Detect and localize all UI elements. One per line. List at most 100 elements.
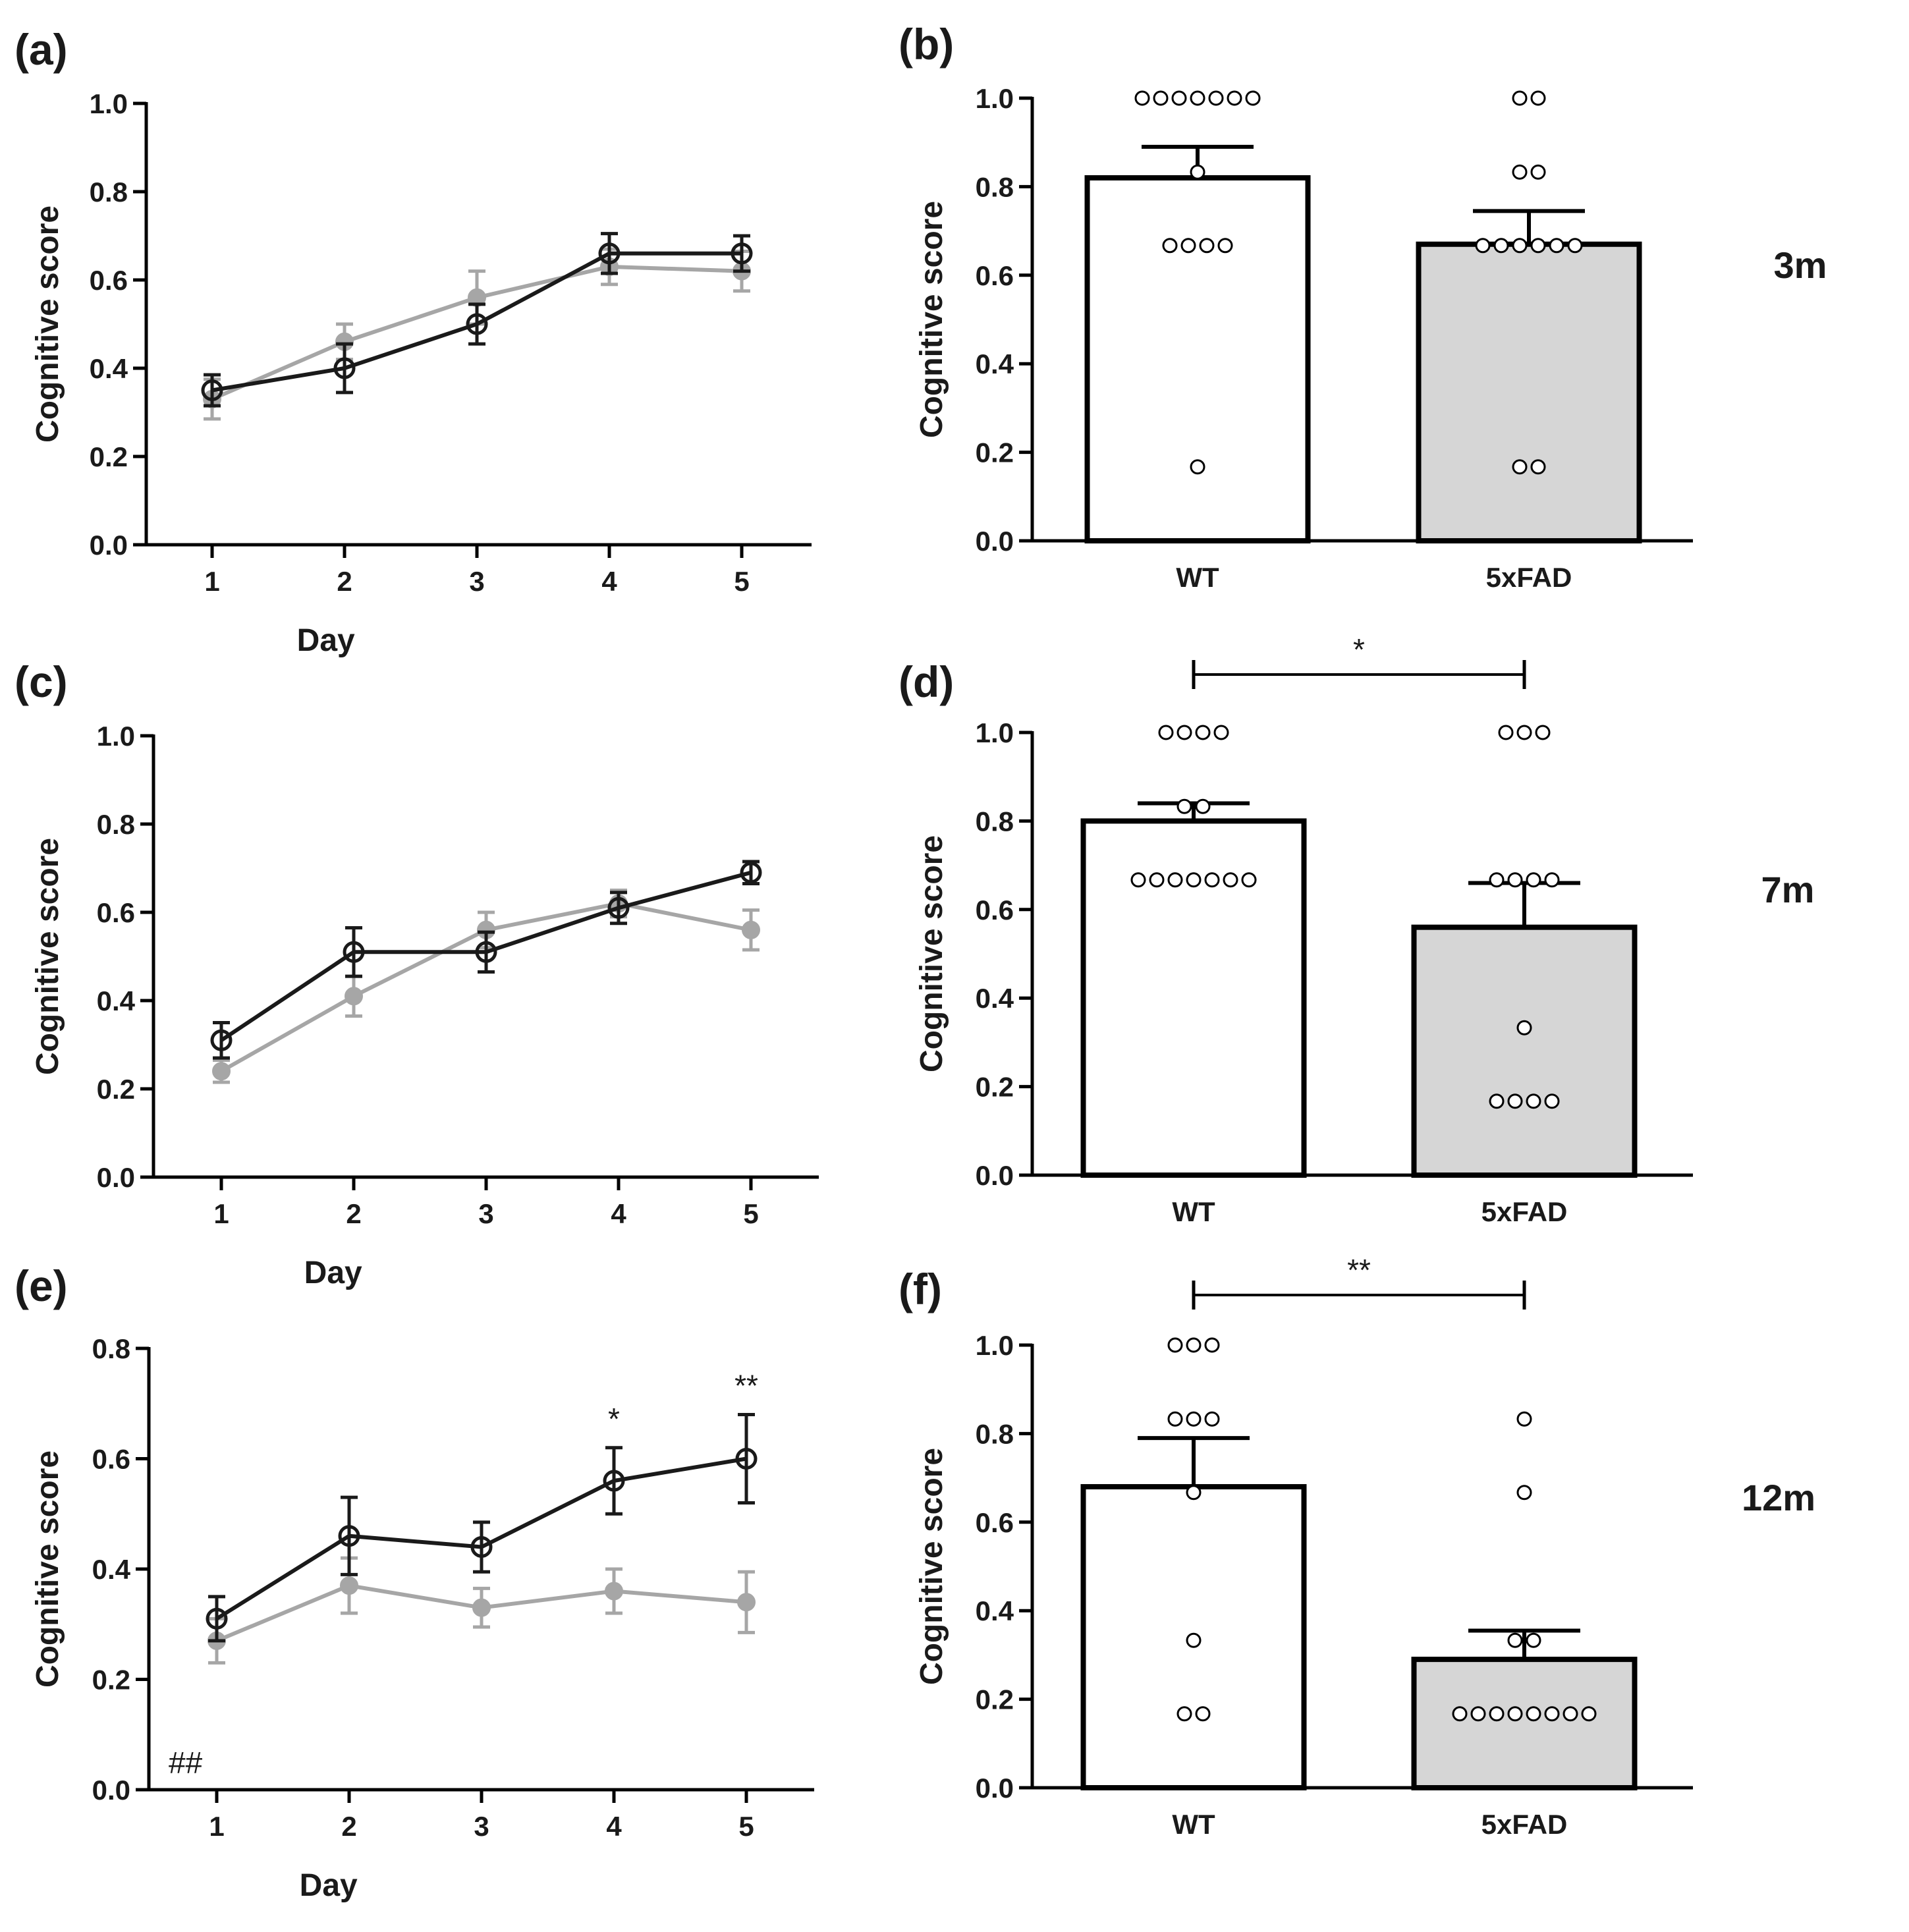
category-label: 5xFAD: [1481, 1809, 1568, 1840]
y-tick-label: 0.0: [976, 526, 1014, 557]
y-tick-label: 0.2: [97, 1074, 135, 1105]
individual-point: [1208, 90, 1224, 106]
y-tick-label: 0.4: [976, 983, 1014, 1014]
individual-point: [1195, 1706, 1211, 1722]
y-axis-title: Cognitive score: [914, 835, 949, 1072]
data-point: [737, 1593, 756, 1612]
y-tick-label: 1.0: [976, 1330, 1014, 1361]
x-tick-label: 5: [743, 1198, 758, 1229]
significance-mark: **: [734, 1369, 758, 1403]
x-tick-label: 1: [209, 1811, 224, 1842]
line-panel-2: 0.0 0.2 0.4 0.6 0.8 1 2 3 4 5 Day Cognitive score (e…: [14, 1261, 814, 1903]
y-tick-label: 1.0: [97, 721, 135, 752]
individual-point: [1186, 1337, 1202, 1353]
y-tick-label: 0.2: [976, 1684, 1014, 1715]
x-tick-label: 5: [734, 566, 749, 597]
individual-point: [1452, 1706, 1468, 1722]
individual-point: [1512, 164, 1528, 180]
y-tick-label: 0.0: [976, 1773, 1014, 1804]
age-label: 12m: [1742, 1477, 1815, 1518]
individual-point: [1195, 725, 1211, 740]
category-label: WT: [1176, 562, 1219, 593]
y-axis-title: Cognitive score: [914, 1448, 949, 1685]
individual-point: [1526, 872, 1541, 888]
individual-point: [1507, 872, 1523, 888]
data-point: [206, 1607, 228, 1630]
data-point: [472, 1598, 491, 1617]
individual-point: [1581, 1706, 1597, 1722]
individual-point: [1530, 164, 1546, 180]
data-point: [210, 1029, 233, 1051]
panel-label: (a): [14, 25, 68, 74]
y-axis-title: Cognitive score: [914, 201, 949, 438]
individual-point: [1176, 798, 1192, 814]
individual-point: [1176, 1706, 1192, 1722]
corner-note: ##: [169, 1746, 203, 1780]
x-tick-label: 5: [738, 1811, 754, 1842]
series-5xfad: [212, 889, 760, 1084]
individual-point: [1507, 1093, 1523, 1109]
y-tick-label: 0.4: [90, 353, 128, 384]
individual-point: [1526, 1706, 1541, 1722]
y-tick-label: 0.6: [976, 895, 1014, 925]
individual-point: [1567, 238, 1583, 254]
y-tick-label: 0.6: [90, 265, 128, 296]
significance-mark: *: [608, 1402, 620, 1436]
panel-label: (b): [899, 20, 954, 69]
individual-point: [1241, 872, 1257, 888]
y-tick-label: 0.0: [92, 1775, 130, 1806]
individual-point: [1489, 1093, 1505, 1109]
individual-point: [1516, 1411, 1532, 1427]
y-tick-label: 0.2: [92, 1665, 130, 1696]
x-tick-label: 2: [337, 566, 352, 597]
data-point: [603, 1470, 625, 1492]
series-wt: [206, 1413, 758, 1643]
significance-mark: **: [1347, 1253, 1371, 1287]
data-point: [212, 1062, 231, 1081]
individual-point: [1167, 1337, 1183, 1353]
y-tick-label: 0.6: [976, 1507, 1014, 1538]
individual-point: [1535, 725, 1551, 740]
y-tick-label: 0.4: [97, 985, 136, 1016]
y-tick-label: 0.4: [976, 1595, 1014, 1626]
data-point: [338, 1525, 360, 1547]
data-point: [475, 941, 497, 963]
individual-point: [1167, 1411, 1183, 1427]
individual-point: [1526, 1093, 1541, 1109]
x-tick-label: 3: [478, 1198, 493, 1229]
y-tick-label: 1.0: [976, 717, 1014, 748]
individual-point: [1186, 872, 1202, 888]
data-point: [345, 987, 363, 1006]
y-tick-label: 0.2: [90, 441, 128, 472]
y-axis-title: Cognitive score: [30, 838, 65, 1075]
individual-point: [1516, 1020, 1532, 1035]
individual-point: [1186, 1411, 1202, 1427]
y-tick-label: 0.8: [90, 177, 128, 207]
category-label: WT: [1172, 1809, 1215, 1840]
y-axis-title: Cognitive score: [30, 206, 65, 443]
y-tick-label: 0.8: [92, 1333, 130, 1364]
x-tick-label: 4: [611, 1198, 626, 1229]
x-tick-label: 1: [213, 1198, 229, 1229]
y-tick-label: 0.2: [976, 437, 1014, 468]
individual-point: [1149, 872, 1165, 888]
individual-point: [1544, 872, 1560, 888]
significance-mark: *: [1353, 632, 1365, 667]
individual-point: [1470, 1706, 1486, 1722]
series-wt: [201, 232, 753, 408]
y-tick-label: 0.2: [976, 1072, 1014, 1103]
data-point: [343, 941, 365, 963]
panel-label: (c): [14, 657, 68, 706]
y-tick-label: 0.6: [92, 1444, 130, 1475]
data-point: [731, 242, 753, 265]
data-point: [598, 242, 621, 265]
bar: [1411, 924, 1638, 1178]
individual-point: [1530, 238, 1546, 254]
individual-point: [1213, 725, 1229, 740]
y-tick-label: 1.0: [90, 88, 128, 119]
data-point: [201, 379, 223, 401]
individual-point: [1544, 1093, 1560, 1109]
individual-point: [1204, 872, 1220, 888]
line-panel-0: 0.0 0.2 0.4 0.6 0.8 1.0 1 2 3 4 5 Day Cognitive scor…: [14, 25, 812, 658]
